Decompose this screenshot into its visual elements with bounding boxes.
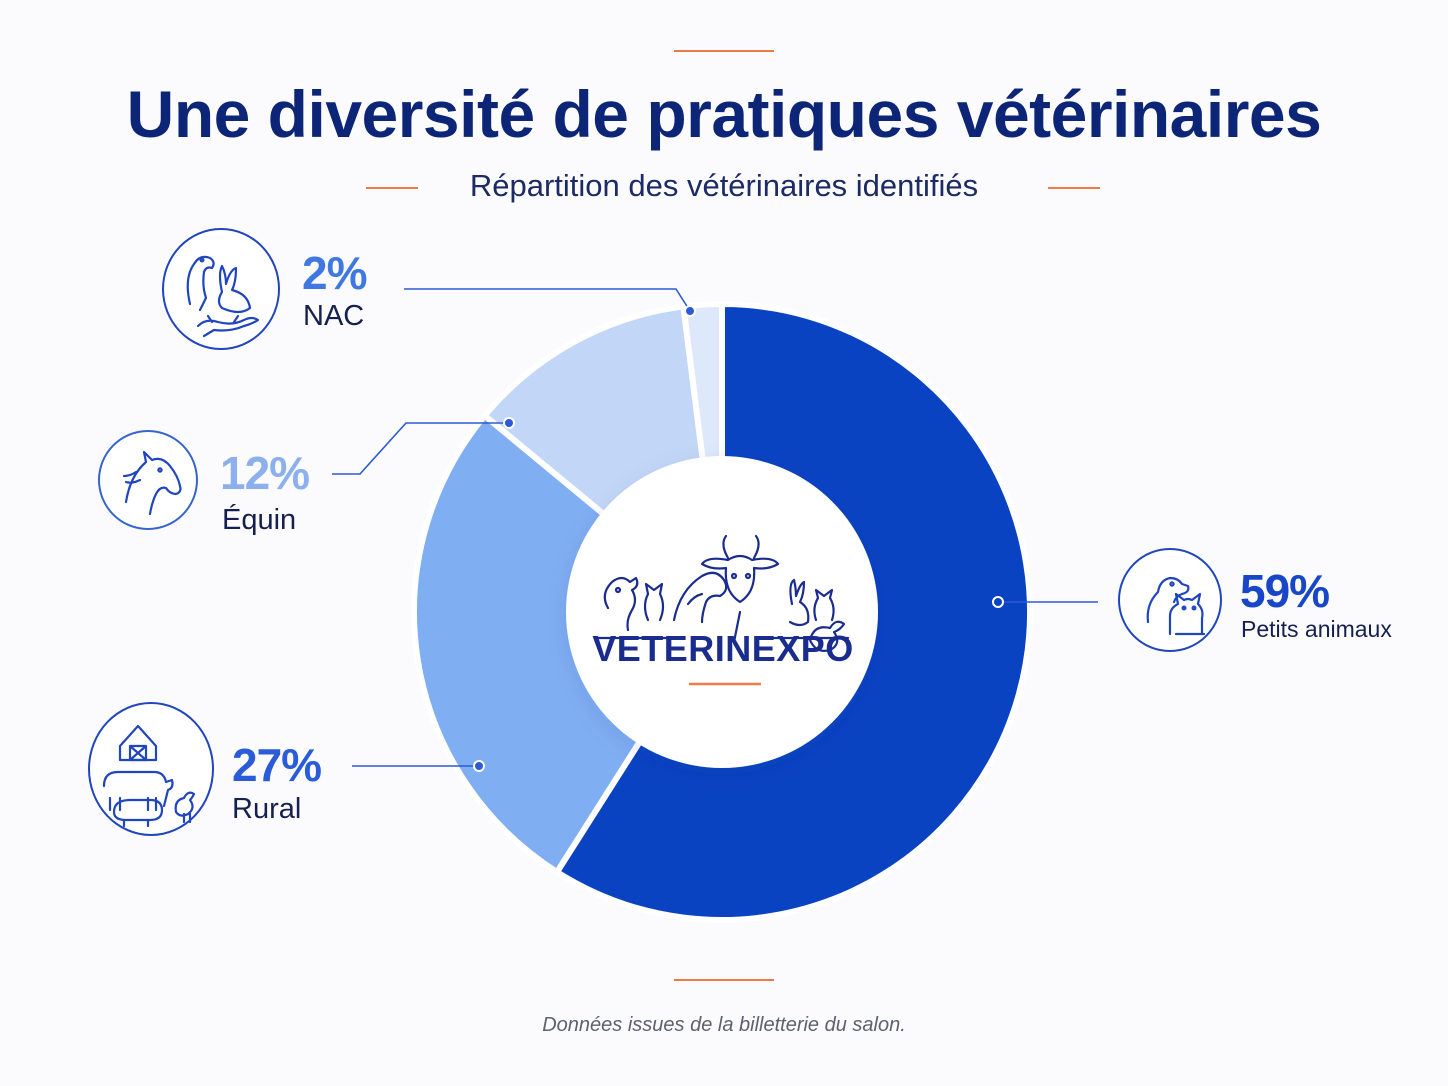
leader-dot-3 — [684, 305, 696, 317]
farm-icon — [88, 702, 214, 836]
petits-animaux-percent: 59% — [1240, 565, 1330, 617]
top-accent-rule — [674, 50, 774, 52]
bottom-accent-rule — [674, 979, 774, 981]
subtitle-right-rule — [1048, 187, 1100, 189]
parrot-rabbit-lizard-icon — [162, 228, 280, 350]
source-note: Données issues de la billetterie du salo… — [542, 1014, 906, 1036]
rural-label: Rural — [232, 793, 302, 825]
dog-cat-icon — [1118, 548, 1222, 652]
leader-line-2 — [332, 422, 509, 475]
equin-label: Équin — [222, 504, 297, 536]
leader-line-3 — [404, 288, 691, 312]
equin-percent: 12% — [220, 447, 310, 499]
animals-logo-icon — [596, 534, 850, 686]
rural-percent: 27% — [232, 739, 322, 791]
nac-label: NAC — [303, 300, 365, 332]
leader-dot-1 — [473, 760, 485, 772]
center-brand-label: VETERINEXPO — [592, 628, 854, 669]
page-title: Une diversité de pratiques vétérinaires — [126, 77, 1322, 151]
donut-hole — [566, 456, 878, 768]
nac-percent: 2% — [302, 247, 367, 299]
horse-icon — [98, 430, 198, 530]
leader-dot-2 — [503, 417, 515, 429]
leader-dot-0 — [992, 596, 1004, 608]
petits-animaux-label: Petits animaux — [1241, 616, 1392, 642]
page-subtitle: Répartition des vétérinaires identifiés — [469, 168, 979, 203]
leader-lines — [332, 288, 1098, 772]
subtitle-left-rule — [366, 187, 418, 189]
